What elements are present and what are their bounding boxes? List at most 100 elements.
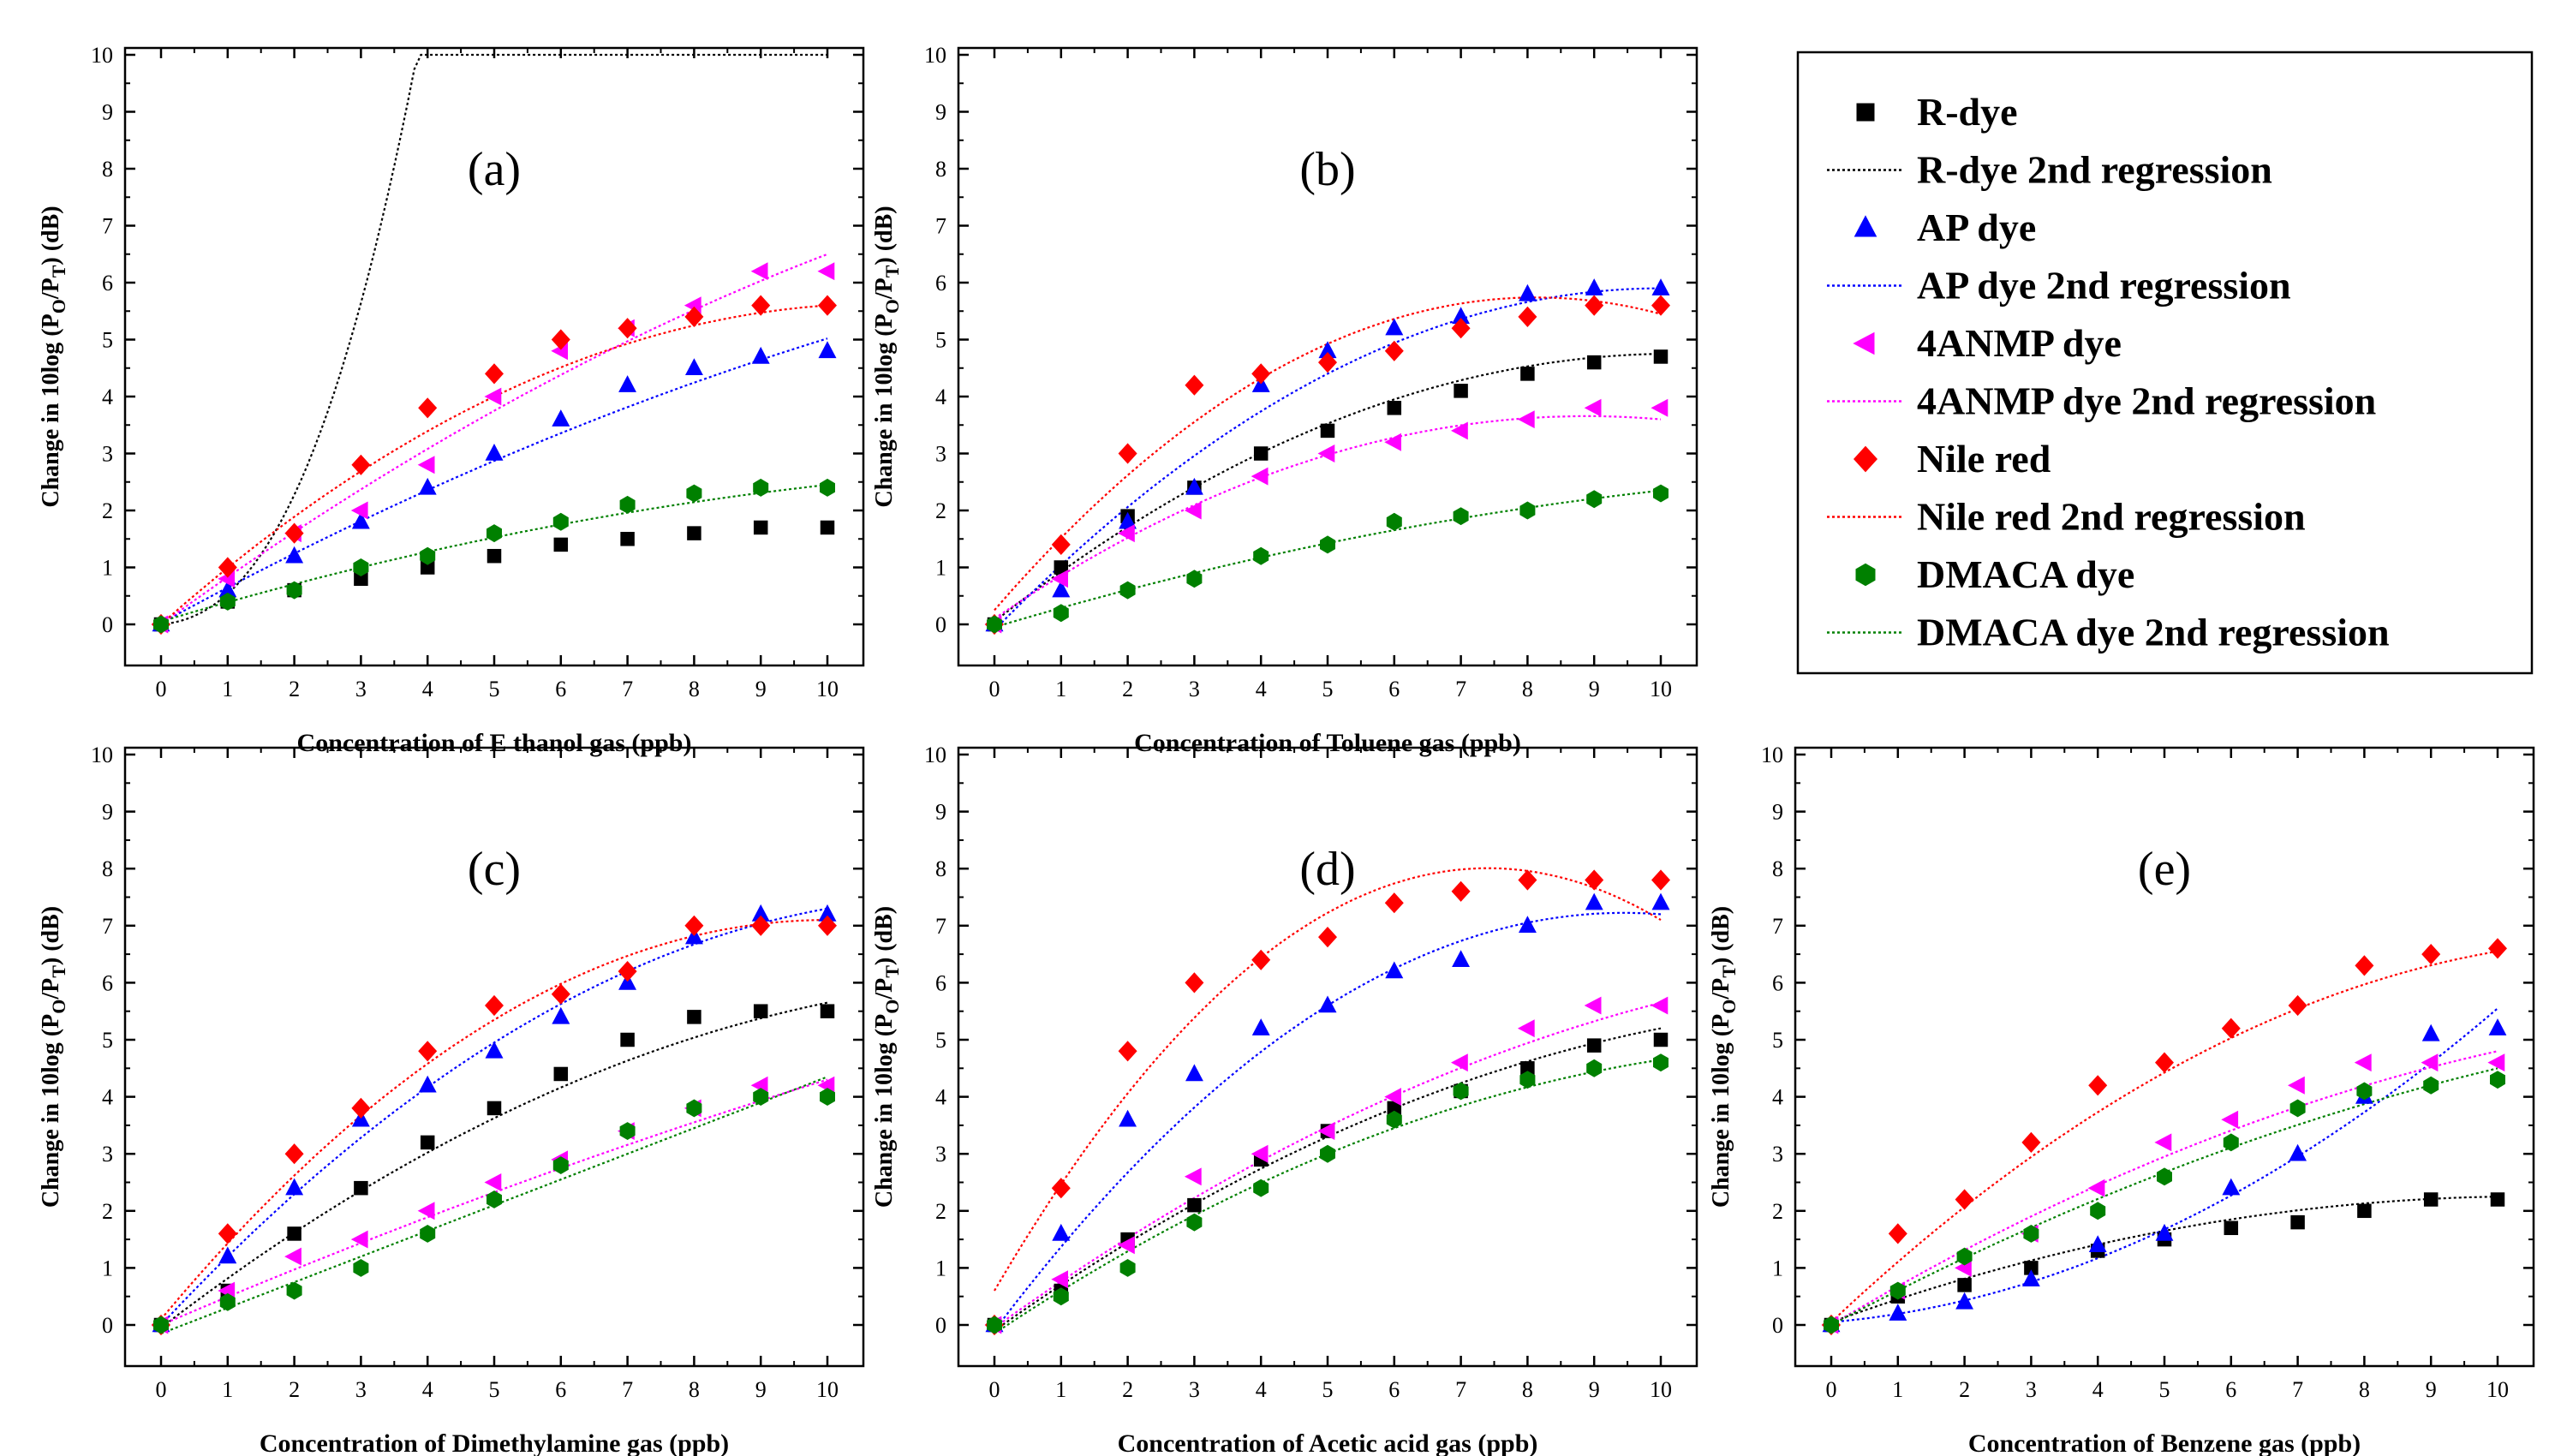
data-point-nile-red [1651, 295, 1670, 316]
data-point-ap-dye [1452, 950, 1470, 967]
x-tick-label: 4 [422, 1377, 433, 1402]
y-tick-label: 8 [1772, 856, 1783, 881]
y-tick-label: 10 [924, 43, 946, 68]
x-tick-label: 2 [1122, 677, 1133, 701]
y-tick-label: 6 [102, 271, 113, 295]
data-point-dmaca-dye [353, 558, 369, 576]
regression-line-dmaca-dye [160, 484, 828, 623]
data-point-4anmp-dye [484, 1173, 502, 1191]
data-point-r-dye [1454, 384, 1468, 398]
x-tick-label: 2 [1959, 1377, 1970, 1402]
legend-label: AP dye 2nd regression [1917, 264, 2291, 307]
data-point-dmaca-dye [2090, 1202, 2106, 1220]
data-point-r-dye [1253, 446, 1269, 461]
data-point-dmaca-dye [2423, 1076, 2439, 1095]
x-tick-label: 1 [1892, 1377, 1903, 1402]
legend-entry: R-dye 2nd regression [1827, 148, 2272, 192]
y-tick-label: 3 [102, 442, 113, 467]
x-tick-label: 6 [555, 1377, 566, 1402]
x-tick-label: 10 [816, 1377, 839, 1402]
y-tick-label: 3 [102, 1142, 113, 1167]
y-axis-label: Change in 10log (PO/PT) (dB) [38, 206, 69, 507]
data-point-nile-red [618, 961, 637, 982]
legend-marker-diamond [1854, 445, 1877, 473]
chart-panel-3: 0 1 2 3 4 5 6 7 8 9 10 0 1 2 3 4 5 6 7 8 9 10 (c) Concentration… [38, 743, 865, 1456]
y-axis-label-part: ) (dB) [38, 906, 64, 965]
legend-label: DMACA dye [1917, 552, 2134, 596]
data-point-ap-dye [552, 409, 570, 427]
regression-line-ap-dye [160, 337, 828, 624]
data-point-dmaca-dye [1186, 1213, 1203, 1232]
regression-line-ap-dye [1830, 1007, 2498, 1323]
data-point-nile-red [1318, 927, 1337, 948]
y-tick-label: 7 [935, 214, 946, 239]
data-point-4anmp-dye [1584, 996, 1602, 1015]
data-point-ap-dye [2088, 1235, 2107, 1252]
data-point-ap-dye [751, 904, 770, 922]
data-point-ap-dye [218, 580, 237, 598]
y-tick-label: 1 [102, 556, 113, 581]
y-tick-label: 2 [102, 1199, 113, 1224]
y-tick-label: 4 [935, 385, 946, 409]
x-tick-label: 5 [489, 677, 500, 701]
x-tick-label: 10 [816, 677, 839, 701]
legend-label: 4ANMP dye 2nd regression [1917, 379, 2376, 423]
data-point-r-dye [1054, 560, 1069, 575]
x-tick-label: 8 [1522, 1377, 1533, 1402]
data-point-ap-dye [1651, 892, 1670, 910]
data-point-dmaca-dye [1586, 1059, 1603, 1077]
data-point-dmaca-dye [686, 1099, 702, 1118]
legend-frame [1796, 51, 2534, 675]
regression-line-r-dye [1830, 1196, 2498, 1323]
data-point-r-dye [1387, 1101, 1402, 1116]
data-point-4anmp-dye [1651, 398, 1668, 417]
data-point-r-dye [1653, 1032, 1668, 1047]
legend-entry: AP dye 2nd regression [1827, 264, 2291, 307]
x-tick-label: 9 [1589, 1377, 1600, 1402]
panel-label: (b) [1299, 143, 1355, 196]
y-tick-label: 4 [935, 1085, 946, 1110]
data-point-nile-red [218, 557, 237, 578]
y-axis-label-part: ) (dB) [871, 206, 898, 265]
y-tick-label: 7 [102, 214, 113, 239]
data-point-dmaca-dye [1453, 1082, 1469, 1101]
data-point-nile-red [551, 329, 570, 350]
data-point-4anmp-dye [1184, 501, 1202, 520]
data-point-r-dye [487, 548, 502, 564]
x-tick-label: 7 [1455, 1377, 1466, 1402]
data-point-nile-red [1051, 1178, 1071, 1199]
data-point-dmaca-dye [753, 1088, 769, 1106]
data-point-nile-red [1384, 892, 1404, 914]
data-point-dmaca-dye [619, 495, 636, 514]
data-point-4anmp-dye [2487, 1053, 2505, 1072]
data-point-4anmp-dye [750, 262, 768, 281]
data-point-dmaca-dye [987, 1316, 1002, 1334]
legend-label: AP dye [1917, 206, 2036, 249]
regression-line-r-dye [160, 53, 827, 626]
data-point-dmaca-dye [987, 615, 1002, 634]
x-tick-label: 9 [755, 677, 767, 701]
y-axis-label-part: Change in 10log (P [1708, 1014, 1734, 1208]
x-tick-label: 3 [2026, 1377, 2037, 1402]
data-point-4anmp-dye [417, 456, 435, 474]
data-point-r-dye [753, 520, 768, 535]
legend-entry: DMACA dye 2nd regression [1827, 611, 2390, 654]
x-axis-label: Concentration of Dimethylamine gas (ppb) [260, 1429, 729, 1456]
data-point-nile-red [351, 1097, 371, 1119]
legend-marker-triangle-up [1854, 215, 1877, 237]
data-point-4anmp-dye [2288, 1076, 2305, 1095]
data-point-4anmp-dye [417, 1202, 435, 1220]
y-tick-label: 9 [1772, 800, 1783, 825]
data-point-ap-dye [1651, 278, 1670, 295]
y-tick-label: 10 [1761, 743, 1783, 767]
y-tick-label: 5 [935, 1028, 946, 1053]
data-point-nile-red [551, 983, 570, 1005]
legend-label: R-dye [1917, 90, 2018, 134]
data-point-4anmp-dye [1118, 524, 1135, 543]
data-point-dmaca-dye [552, 1156, 569, 1174]
data-point-4anmp-dye [484, 387, 502, 406]
data-point-ap-dye [1585, 278, 1603, 295]
panel-label: (a) [468, 143, 521, 196]
regression-line-ap-dye [994, 287, 1662, 631]
y-tick-label: 5 [935, 328, 946, 353]
